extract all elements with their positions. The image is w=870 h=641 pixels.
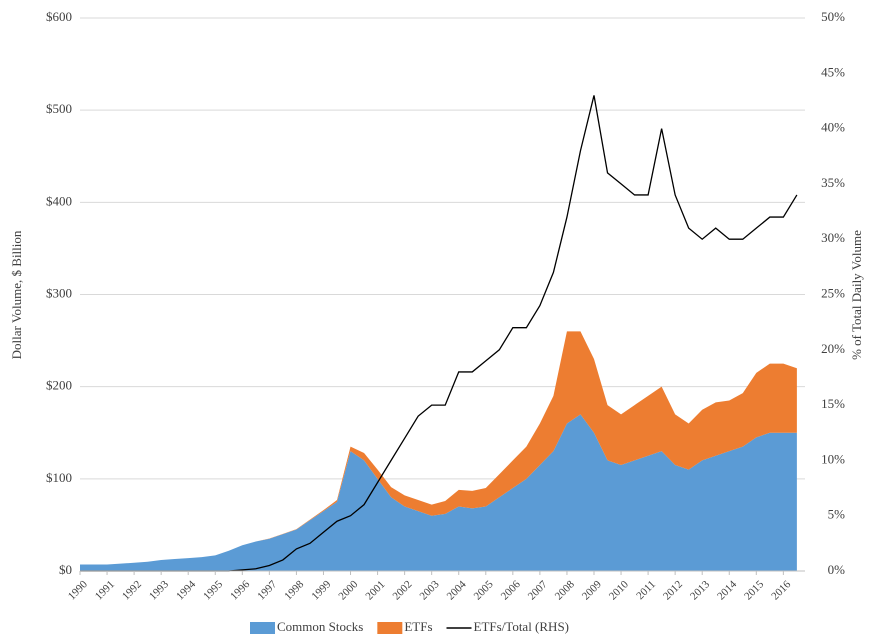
y2-tick-label: 50% xyxy=(821,9,845,24)
y2-tick-label: 35% xyxy=(821,175,845,190)
y2-tick-label: 25% xyxy=(821,285,845,300)
area xyxy=(80,331,797,565)
y2-tick-label: 5% xyxy=(828,507,846,522)
y2-tick-label: 10% xyxy=(821,451,845,466)
y-tick-label: $400 xyxy=(46,193,72,208)
y-tick-label: $100 xyxy=(46,470,72,485)
legend-swatch xyxy=(250,622,275,634)
x-tick-label: 1993 xyxy=(147,578,171,602)
x-tick-label: 2010 xyxy=(607,578,631,602)
x-tick-label: 2012 xyxy=(661,578,685,602)
x-tick-label: 2014 xyxy=(715,578,739,602)
y2-tick-label: 30% xyxy=(821,230,845,245)
y-tick-label: $600 xyxy=(46,9,72,24)
x-tick-label: 2008 xyxy=(553,578,577,602)
legend-swatch xyxy=(377,622,403,634)
x-tick-label: 2000 xyxy=(336,578,360,602)
x-tick-label: 2005 xyxy=(472,578,496,602)
legend-label: ETFs xyxy=(404,619,432,634)
x-tick-label: 1991 xyxy=(93,578,117,602)
x-tick-label: 2015 xyxy=(742,578,766,602)
x-tick-label: 2003 xyxy=(418,578,442,602)
y2-axis-title: % of Total Daily Volume xyxy=(849,230,864,360)
y2-tick-label: 45% xyxy=(821,64,845,79)
area xyxy=(80,414,797,571)
y2-tick-label: 0% xyxy=(828,562,846,577)
y-tick-label: $200 xyxy=(46,378,72,393)
x-tick-label: 2013 xyxy=(688,578,712,602)
x-tick-label: 1994 xyxy=(174,578,198,602)
x-tick-label: 2001 xyxy=(363,578,387,602)
x-tick-label: 1999 xyxy=(309,578,333,602)
y-axis-title: Dollar Volume, $ Billion xyxy=(9,230,24,359)
x-tick-label: 2004 xyxy=(445,578,469,602)
y2-tick-label: 40% xyxy=(821,120,845,135)
y-tick-label: $500 xyxy=(46,101,72,116)
x-tick-label: 2011 xyxy=(634,578,658,602)
legend-label: Common Stocks xyxy=(277,619,363,634)
x-tick-label: 1990 xyxy=(66,578,90,602)
y-tick-label: $300 xyxy=(46,285,72,300)
x-tick-label: 2006 xyxy=(499,578,523,602)
x-tick-label: 1996 xyxy=(228,578,252,602)
y2-tick-label: 20% xyxy=(821,341,845,356)
x-tick-label: 2002 xyxy=(390,578,414,602)
legend-label: ETFs/Total (RHS) xyxy=(474,619,570,634)
x-tick-label: 2016 xyxy=(769,578,793,602)
x-tick-label: 1992 xyxy=(120,578,144,602)
x-tick-label: 1997 xyxy=(255,578,279,602)
x-tick-label: 1998 xyxy=(282,578,306,602)
x-tick-label: 2009 xyxy=(580,578,604,602)
x-tick-label: 1995 xyxy=(201,578,225,602)
y-tick-label: $0 xyxy=(59,562,72,577)
y2-tick-label: 15% xyxy=(821,396,845,411)
x-tick-label: 2007 xyxy=(526,578,550,602)
